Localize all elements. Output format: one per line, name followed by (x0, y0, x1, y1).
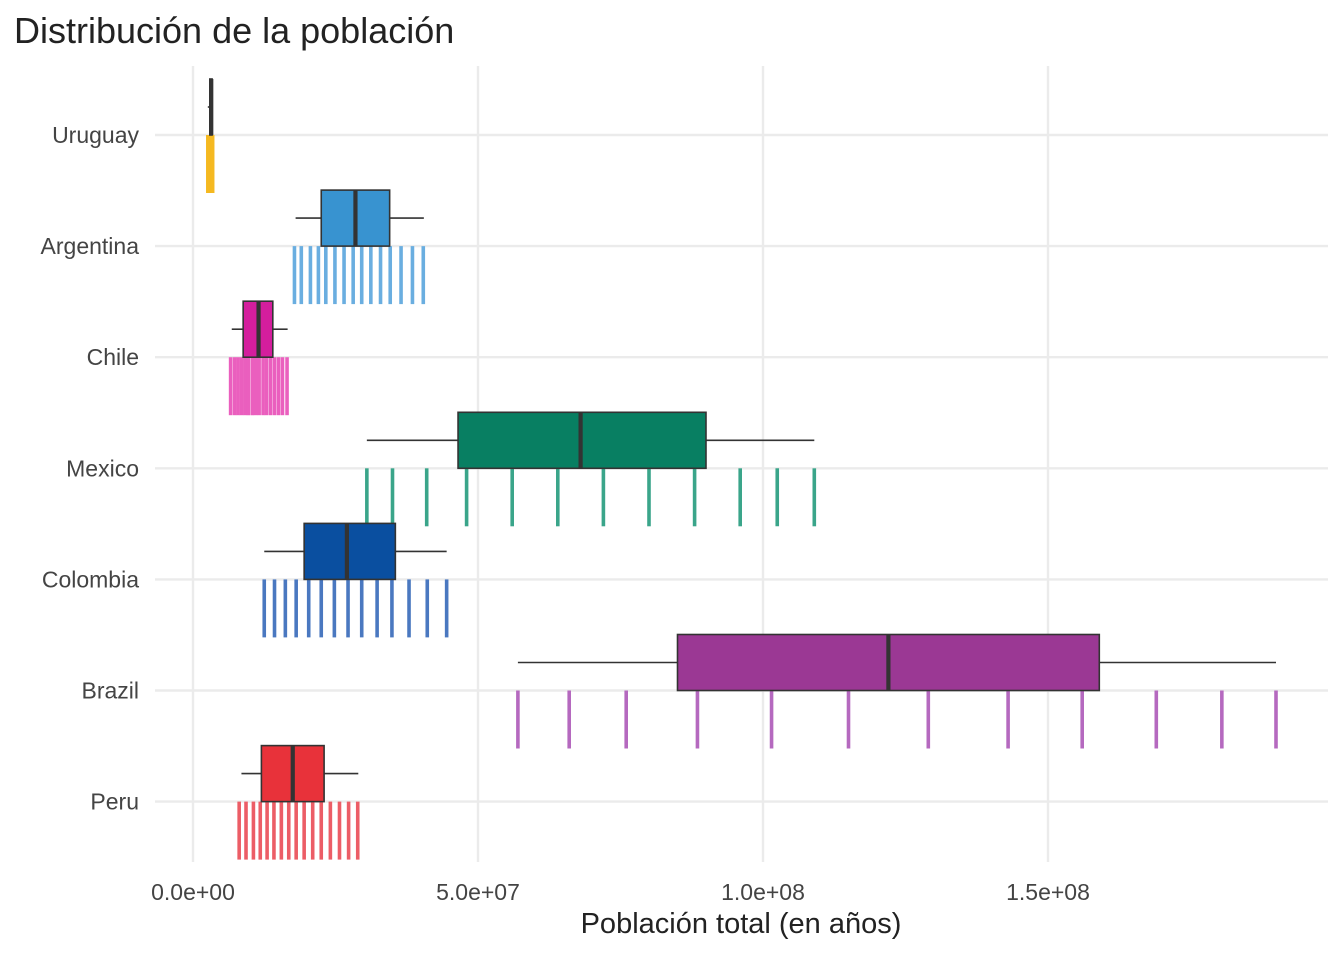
rug-marks (206, 135, 1278, 860)
y-axis-tick-labels: Uruguay Argentina Chile Mexico Colombia Brazi… (41, 122, 140, 815)
y-tick-label: Uruguay (52, 122, 139, 148)
x-axis-label: Población total (en años) (580, 908, 902, 940)
x-axis-tick-labels: 0.0e+00 5.0e+07 1.0e+08 1.5e+08 (151, 879, 1090, 905)
grid-lines (155, 66, 1328, 862)
y-tick-label: Colombia (42, 566, 139, 592)
box-peru (241, 744, 359, 803)
y-tick-label: Chile (87, 344, 139, 370)
y-tick-label: Mexico (66, 455, 139, 481)
y-tick-label: Argentina (41, 233, 140, 259)
x-tick-label: 1.5e+08 (1006, 879, 1090, 905)
box-uruguay (207, 78, 214, 136)
box-mexico (366, 411, 815, 470)
x-tick-label: 0.0e+00 (151, 879, 235, 905)
box-chile (231, 300, 288, 359)
chart-title: Distribución de la población (14, 10, 455, 51)
boxes (207, 78, 1276, 803)
y-tick-label: Brazil (81, 678, 139, 704)
box-argentina (295, 189, 424, 247)
box-colombia (264, 522, 447, 581)
y-tick-label: Peru (90, 789, 139, 815)
x-tick-label: 1.0e+08 (721, 879, 805, 905)
x-tick-label: 5.0e+07 (436, 879, 520, 905)
box (303, 522, 397, 581)
box-brazil (517, 633, 1276, 692)
